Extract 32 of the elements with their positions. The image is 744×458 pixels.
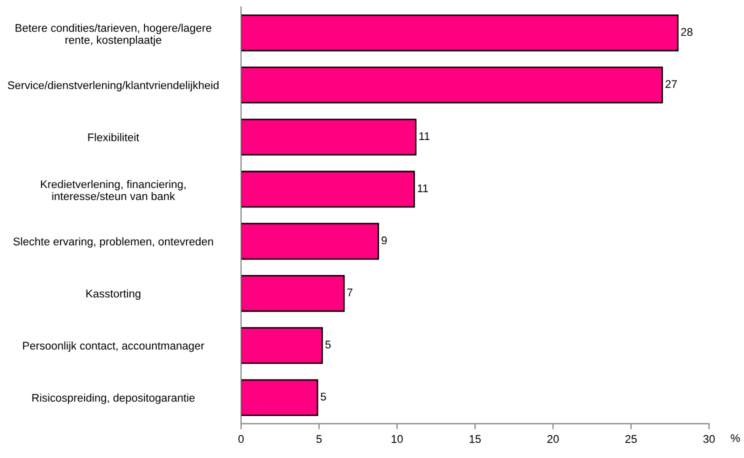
data-label: 27 — [666, 80, 677, 88]
y-tick-label: Persoonlijk contact, accountmanager — [23, 341, 204, 352]
bar — [241, 66, 663, 104]
x-tick-label: 20 — [547, 435, 559, 443]
data-label: 7 — [347, 288, 352, 296]
x-tick-label: 30 — [703, 435, 715, 443]
x-tick-label: 25 — [625, 435, 637, 443]
data-label: 5 — [325, 340, 331, 348]
y-tick-label: Kasstorting — [86, 289, 140, 300]
y-tick-label: Betere condities/tarieven, hogere/lagere rente, kostenplaatje — [16, 24, 212, 46]
x-tick-label: 0 — [238, 435, 244, 443]
data-label: 5 — [320, 392, 326, 401]
bar — [241, 170, 415, 208]
bar — [241, 118, 416, 156]
y-tick-label: Service/dienstverlening/klantvriendelijkheid — [8, 80, 218, 92]
y-tick-label: Risicospreiding, depositogarantie — [32, 394, 195, 404]
x-axis-title: % — [730, 434, 740, 442]
x-tick-label: 10 — [392, 435, 403, 443]
data-label: 11 — [418, 184, 428, 192]
bar — [241, 379, 318, 416]
x-tick-label: 15 — [470, 435, 481, 443]
y-tick-label: Flexibiliteit — [88, 133, 140, 142]
data-label: 11 — [419, 132, 430, 140]
y-tick-label: Slechte ervaring, problemen, ontevreden — [13, 237, 213, 248]
bar — [241, 222, 380, 260]
x-tick-label: 5 — [316, 435, 322, 443]
bar — [241, 327, 323, 364]
data-label: 9 — [382, 236, 387, 244]
bar — [241, 275, 345, 312]
data-label: 28 — [681, 28, 692, 36]
bar — [241, 14, 679, 52]
y-tick-label: Kredietverlening, financiering, interesse/steun van bank — [41, 180, 186, 200]
